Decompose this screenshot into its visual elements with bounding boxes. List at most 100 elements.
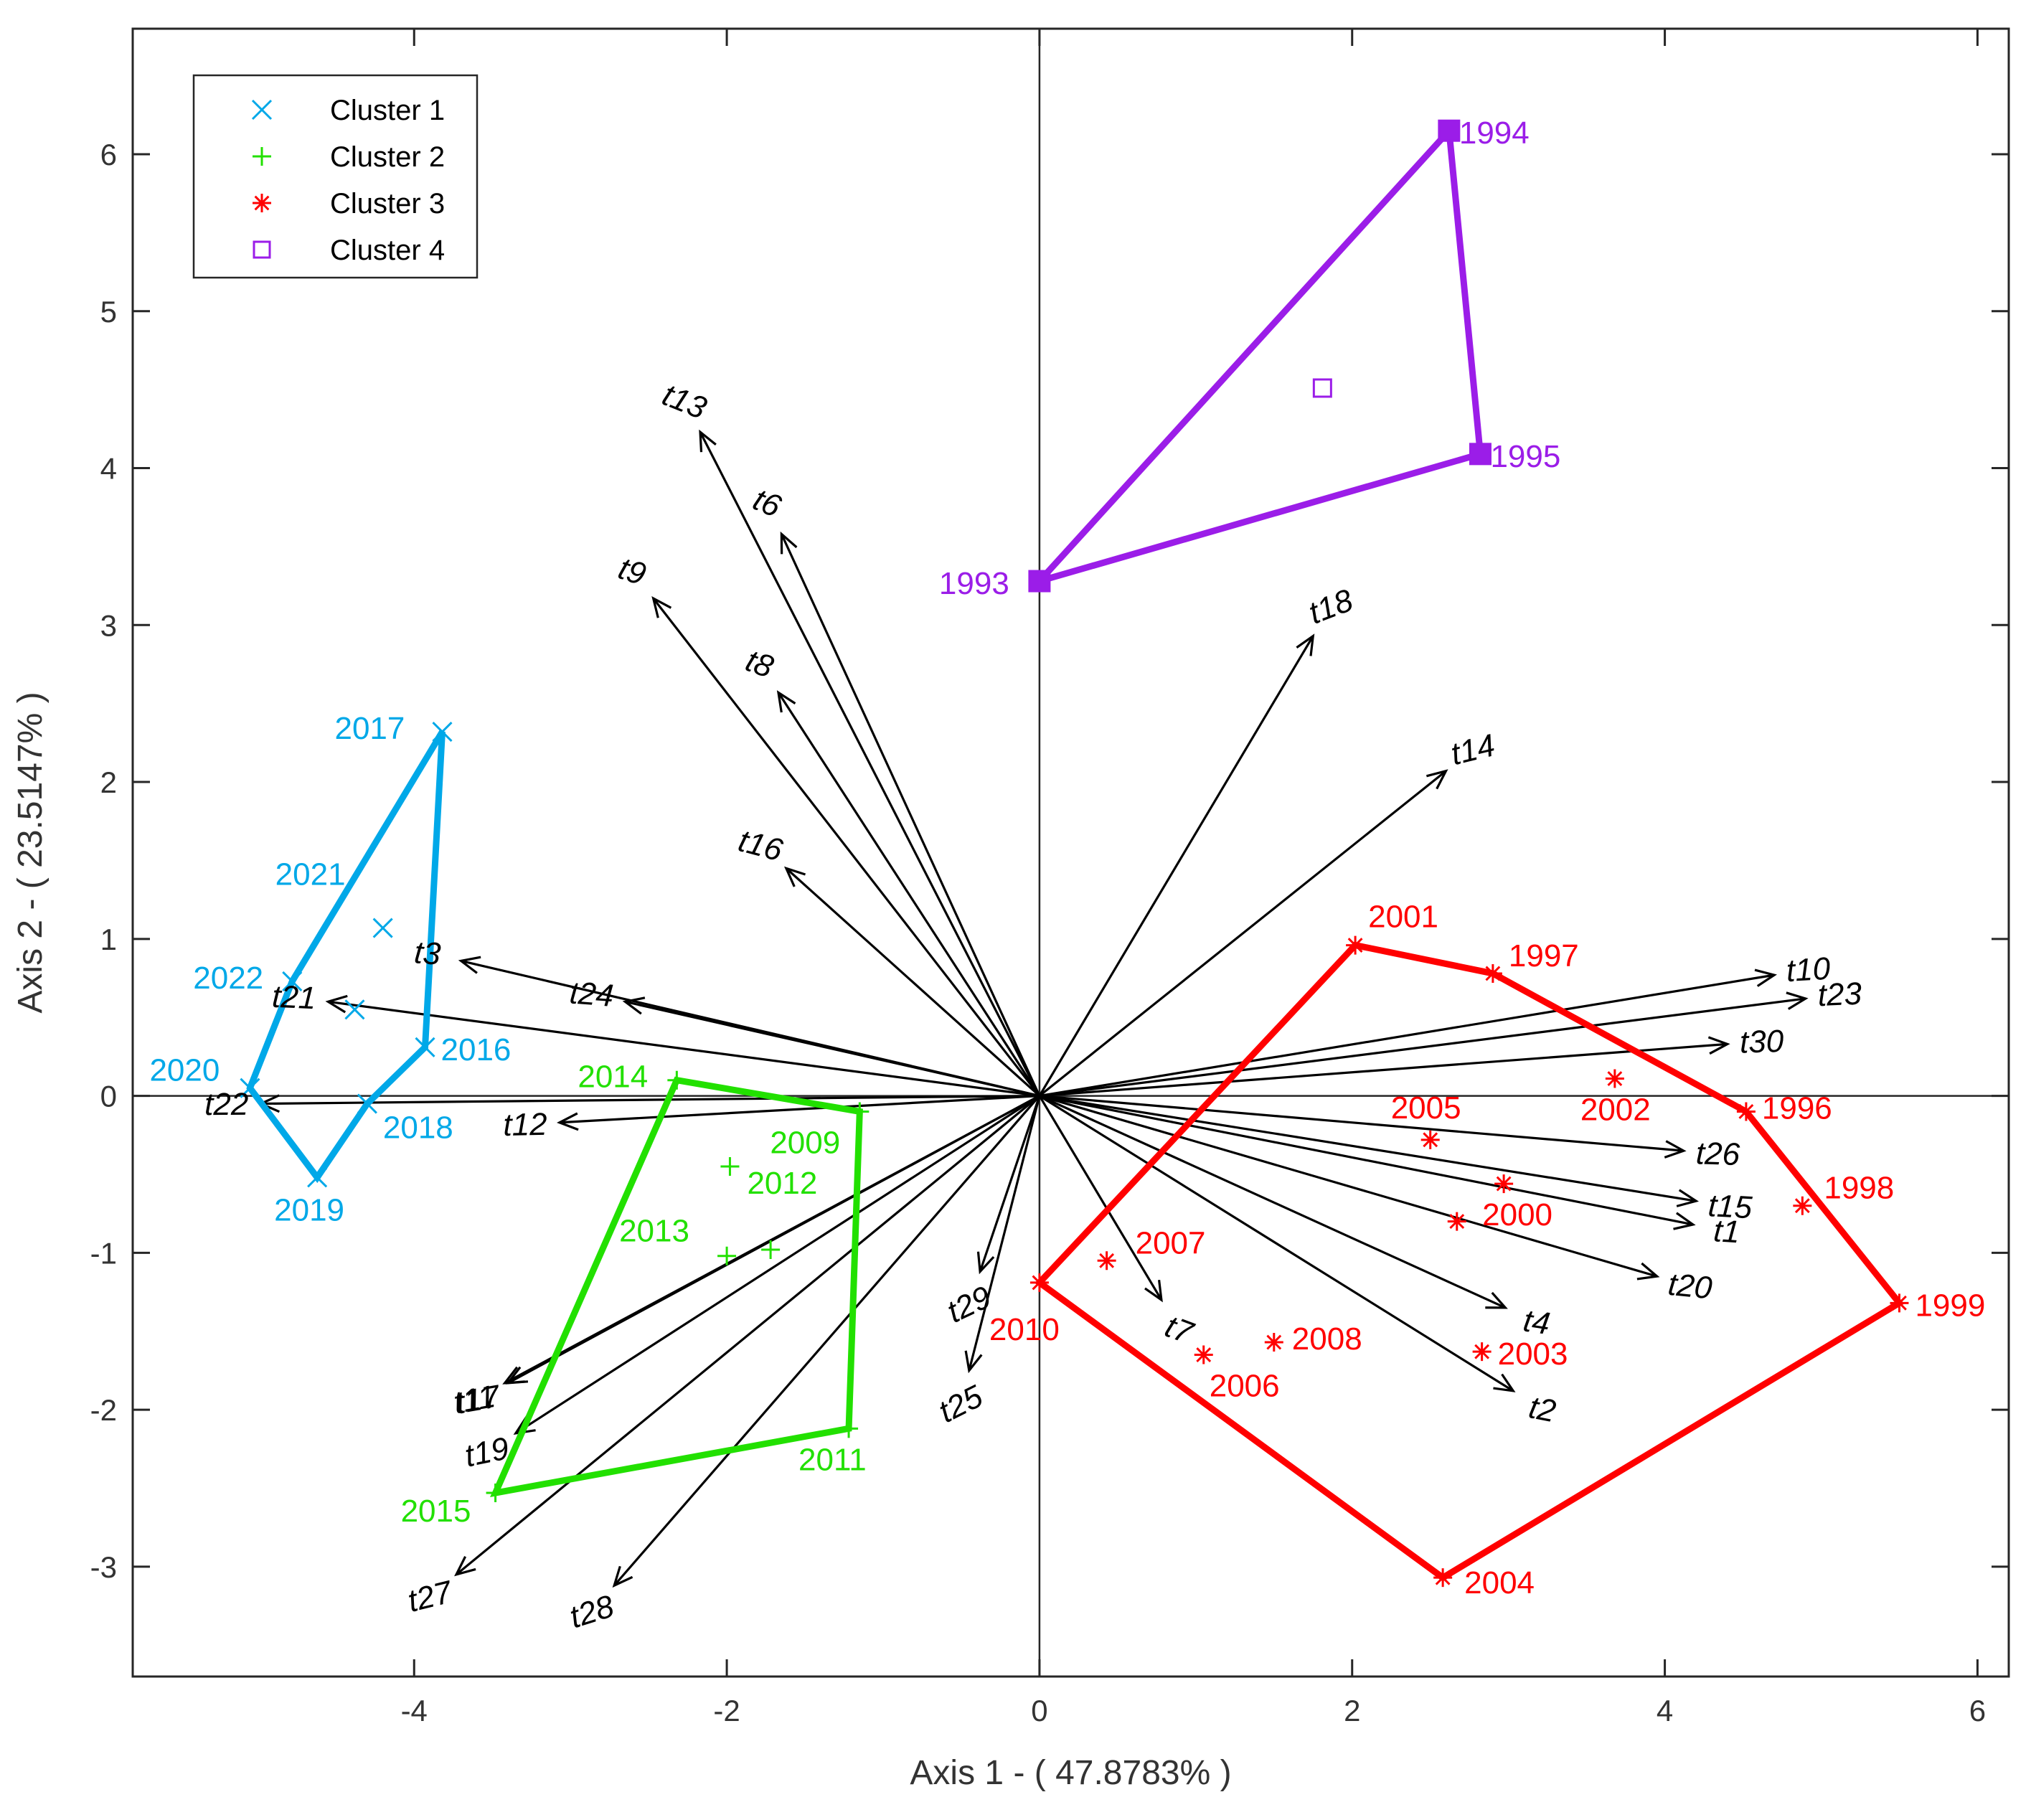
vector-label-t4: t4 bbox=[1521, 1303, 1552, 1342]
cluster-4-point-1994 bbox=[1438, 119, 1461, 142]
legend-entry-cluster-2: Cluster 2 bbox=[330, 141, 445, 173]
vector-t6-head bbox=[780, 531, 798, 555]
cluster-3-point-1996 bbox=[1736, 1102, 1756, 1121]
vector-label-t11: t11 bbox=[451, 1379, 498, 1420]
cluster-1-point-2021 bbox=[372, 918, 393, 938]
vector-t1-head bbox=[1673, 1212, 1696, 1230]
vector-t23-head bbox=[1786, 991, 1809, 1010]
vector-t29-head bbox=[976, 1251, 995, 1275]
y-tick-label: 4 bbox=[100, 452, 117, 486]
cluster-2-point-2009 bbox=[850, 1102, 870, 1121]
vector-t17-shaft bbox=[507, 1095, 1040, 1385]
cluster-1-point-2018 bbox=[357, 1093, 377, 1114]
vector-t2-shaft bbox=[1039, 1095, 1514, 1392]
vector-label-t26: t26 bbox=[1695, 1136, 1740, 1172]
vector-t30-shaft bbox=[1039, 1042, 1728, 1098]
point-label-2018: 2018 bbox=[383, 1111, 453, 1146]
point-label-1997: 1997 bbox=[1509, 938, 1579, 973]
legend-marker-cluster-2 bbox=[253, 147, 271, 166]
vector-t9-shaft bbox=[652, 598, 1041, 1097]
cluster-3-point-2005 bbox=[1420, 1130, 1440, 1149]
vector-t29-shaft bbox=[979, 1095, 1041, 1273]
point-label-2011: 2011 bbox=[798, 1442, 867, 1477]
vector-t30-head bbox=[1707, 1036, 1730, 1055]
vector-t26-head bbox=[1664, 1140, 1687, 1159]
vector-t4-shaft bbox=[1039, 1095, 1506, 1309]
y-tick-label: 2 bbox=[100, 765, 117, 799]
vector-t18-head bbox=[1296, 633, 1315, 656]
vector-t19-shaft bbox=[515, 1095, 1040, 1435]
legend-entry-cluster-4: Cluster 4 bbox=[330, 235, 445, 266]
vector-label-t24: t24 bbox=[568, 975, 615, 1014]
vector-t8-shaft bbox=[777, 692, 1041, 1097]
vector-t7-shaft bbox=[1038, 1095, 1163, 1301]
vector-label-t3: t3 bbox=[413, 935, 443, 972]
point-label-1994: 1994 bbox=[1459, 115, 1530, 151]
point-label-2012: 2012 bbox=[747, 1166, 817, 1201]
cluster-1-point-2017 bbox=[432, 721, 453, 742]
point-label-1998: 1998 bbox=[1824, 1171, 1894, 1206]
vector-t16-head bbox=[783, 866, 806, 887]
cluster-3-point-1998 bbox=[1793, 1196, 1812, 1215]
vector-t16-shaft bbox=[785, 867, 1040, 1097]
point-label-2005: 2005 bbox=[1391, 1090, 1461, 1126]
cluster-4-centroid bbox=[1312, 378, 1332, 398]
cluster-2-point-2012 bbox=[720, 1157, 740, 1177]
vector-label-t12: t12 bbox=[503, 1107, 547, 1143]
cluster-1-point-2019 bbox=[307, 1167, 328, 1188]
cluster-4-point-1995 bbox=[1469, 443, 1492, 466]
vector-t25-head bbox=[964, 1350, 983, 1374]
point-label-2010: 2010 bbox=[989, 1312, 1060, 1347]
point-labels: 2016 2017 2018 2019 2020 2021 2022 2009 2011 2012… bbox=[149, 115, 1985, 1600]
y-tick-label: 5 bbox=[100, 295, 117, 329]
vector-t17-head bbox=[505, 1366, 529, 1385]
cluster-3-point-2010 bbox=[1029, 1273, 1049, 1292]
vector-t22-shaft bbox=[260, 1094, 1040, 1105]
point-label-2004: 2004 bbox=[1464, 1565, 1535, 1600]
cluster-1-point-2020 bbox=[240, 1078, 260, 1098]
point-label-2017: 2017 bbox=[334, 711, 405, 746]
point-label-2007: 2007 bbox=[1136, 1225, 1206, 1260]
cluster-2-point-2014 bbox=[667, 1070, 687, 1090]
point-label-1993: 1993 bbox=[939, 566, 1009, 601]
y-tick-label: 1 bbox=[100, 923, 117, 956]
y-tick-label: 6 bbox=[100, 138, 117, 171]
vector-t12-shaft bbox=[559, 1094, 1040, 1124]
x-tick-label: -4 bbox=[401, 1694, 428, 1727]
y-tick-label: -1 bbox=[90, 1236, 117, 1270]
point-label-2014: 2014 bbox=[578, 1060, 648, 1095]
point-label-2020: 2020 bbox=[149, 1053, 220, 1088]
x-tick-label: 6 bbox=[1969, 1694, 1986, 1727]
zero-lines bbox=[133, 29, 2009, 1677]
cluster-3-point-2000 bbox=[1494, 1174, 1514, 1194]
vector-t25-shaft bbox=[968, 1095, 1041, 1371]
vector-t14-shaft bbox=[1038, 770, 1447, 1097]
legend-entry-cluster-1: Cluster 1 bbox=[330, 95, 445, 126]
vector-t20-shaft bbox=[1039, 1095, 1658, 1278]
vector-t28-head bbox=[612, 1565, 633, 1588]
cluster-1-point-unlabeled bbox=[344, 999, 365, 1020]
vector-t18-shaft bbox=[1038, 635, 1314, 1097]
cluster-3-point-unlabeled bbox=[1447, 1212, 1466, 1231]
point-label-2006: 2006 bbox=[1210, 1369, 1280, 1404]
point-label-2008: 2008 bbox=[1292, 1321, 1362, 1357]
legend: Cluster 1 Cluster 2 Cluster 3 Cluster 4 bbox=[192, 74, 479, 279]
vector-t24-head bbox=[622, 996, 646, 1015]
y-tick-label: 3 bbox=[100, 608, 117, 642]
cluster-3-point-1997 bbox=[1483, 963, 1502, 983]
legend-box bbox=[192, 74, 479, 279]
cluster-3-point-1999 bbox=[1890, 1293, 1909, 1313]
vector-t21-head bbox=[325, 994, 348, 1014]
point-label-2021: 2021 bbox=[275, 857, 346, 892]
cluster-2-point-2015 bbox=[486, 1484, 505, 1503]
point-label-2001: 2001 bbox=[1368, 900, 1438, 935]
cluster-2-point-2013 bbox=[717, 1246, 737, 1265]
vector-t20-head bbox=[1636, 1262, 1660, 1281]
cluster-3-point-2002 bbox=[1605, 1069, 1624, 1088]
point-label-2016: 2016 bbox=[441, 1032, 512, 1067]
cluster-4-point-1993 bbox=[1028, 570, 1051, 593]
x-tick-label: 2 bbox=[1344, 1694, 1360, 1727]
vector-t8-head bbox=[776, 690, 796, 713]
vector-t2-head bbox=[1493, 1373, 1516, 1392]
